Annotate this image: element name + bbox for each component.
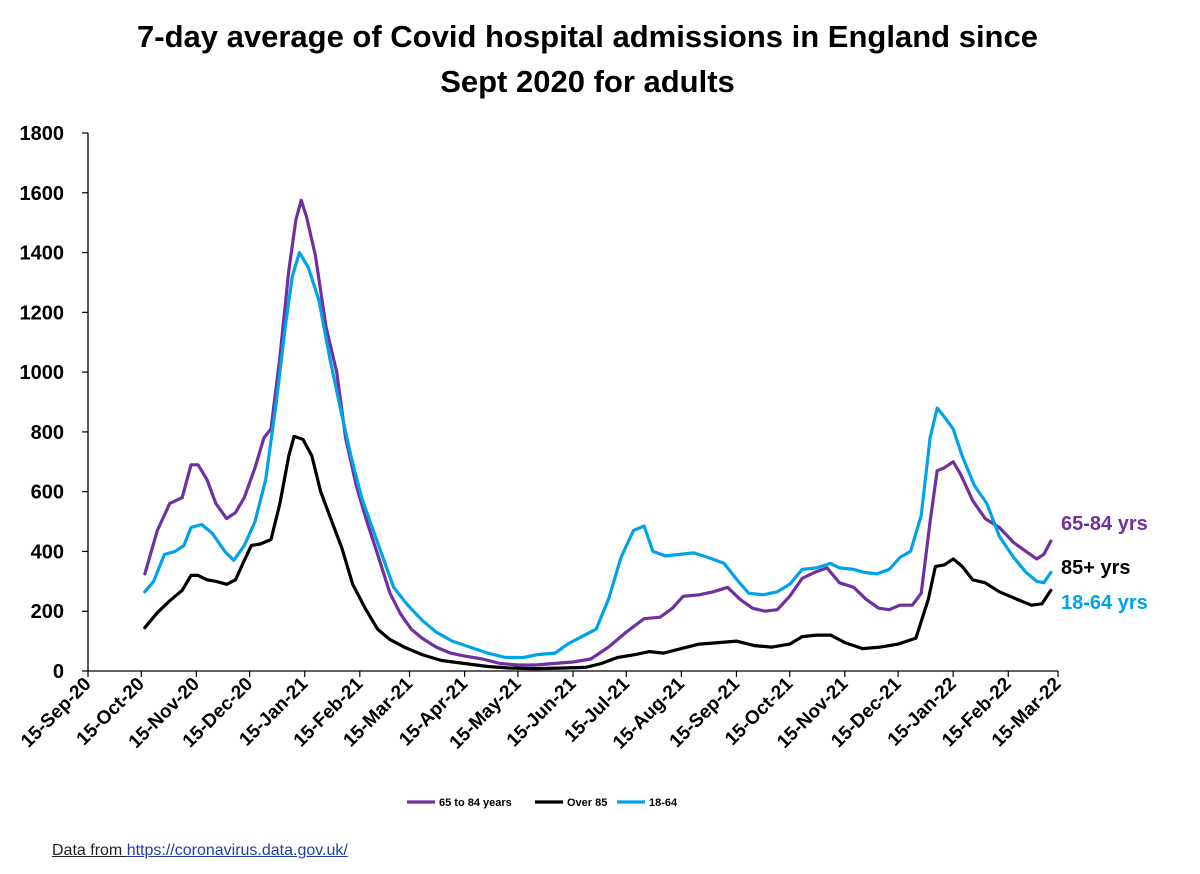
series-end-labels: 65-84 yrs 85+ yrs 18-64 yrs (1061, 513, 1148, 614)
legend-label: Over 85 (567, 797, 607, 809)
legend-label: 65 to 84 years (439, 797, 512, 809)
chart-title-line-1: 7-day average of Covid hospital admissio… (137, 19, 1038, 54)
chart-legend: 65 to 84 years Over 85 18-64 (407, 797, 678, 809)
y-tick-label: 1600 (20, 183, 65, 205)
series-lines (143, 198, 1053, 671)
series-line-over-85 (143, 434, 1053, 671)
y-tick-label: 0 (53, 661, 64, 683)
chart-axes (87, 133, 1058, 672)
y-tick-label: 1400 (20, 243, 65, 265)
y-tick-label: 200 (31, 601, 64, 623)
series-end-label: 85+ yrs (1061, 557, 1131, 579)
series-line-18-64 (143, 251, 1053, 660)
data-source-note: Data from https://coronavirus.data.gov.u… (52, 842, 348, 860)
chart-title-line-2: Sept 2020 for adults (440, 64, 735, 99)
y-tick-label: 600 (31, 482, 64, 504)
series-end-label: 18-64 yrs (1061, 592, 1148, 614)
y-axis-ticks: 0 200 400 600 800 1000 1200 1400 1600 1800 (20, 123, 88, 683)
x-axis-ticks: 15-Sep-2015-Oct-2015-Nov-2015-Dec-2015-J… (17, 671, 1066, 754)
source-link[interactable]: https://coronavirus.data.gov.uk/ (126, 842, 348, 859)
y-tick-label: 1000 (20, 362, 65, 384)
y-tick-label: 1200 (20, 302, 65, 324)
y-tick-label: 1800 (20, 123, 65, 145)
y-tick-label: 400 (31, 541, 64, 563)
chart-title: 7-day average of Covid hospital admissio… (0, 14, 1175, 104)
series-line-65-to-84-years (143, 198, 1053, 667)
series-end-label: 65-84 yrs (1061, 513, 1148, 535)
legend-label: 18-64 (649, 797, 678, 809)
source-prefix: Data from (52, 842, 127, 859)
y-tick-label: 800 (31, 422, 64, 444)
